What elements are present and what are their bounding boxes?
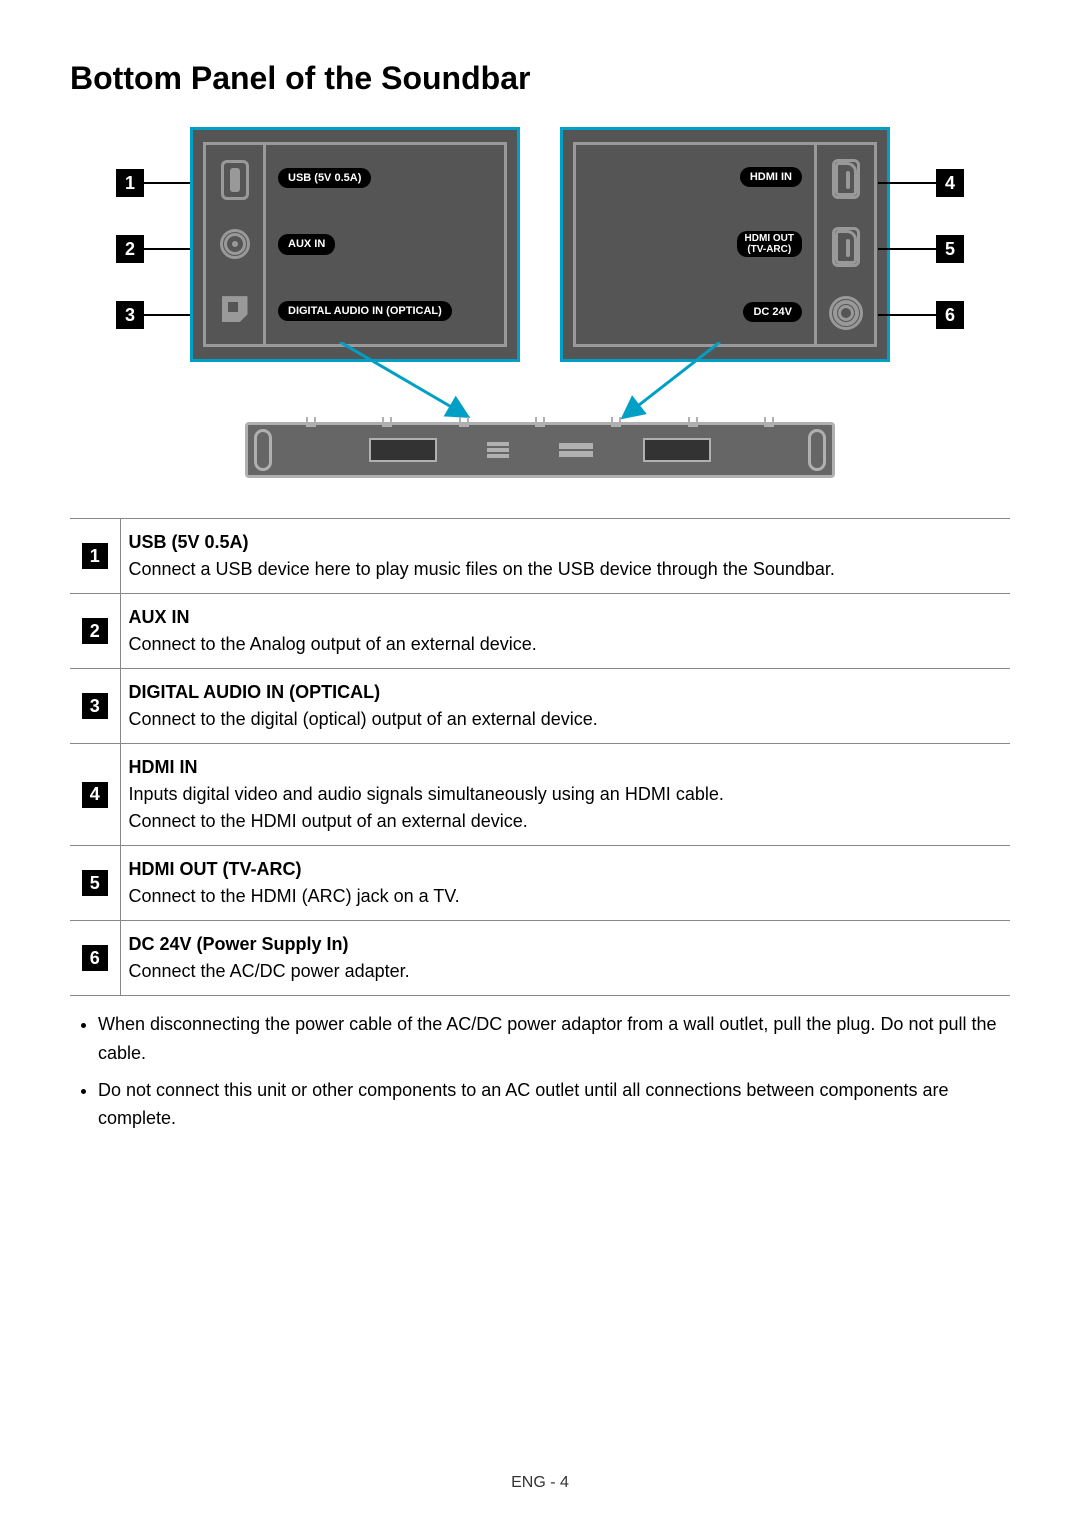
page-title: Bottom Panel of the Soundbar	[70, 60, 1010, 97]
note-item: When disconnecting the power cable of th…	[98, 1010, 1010, 1068]
left-panel: USB (5V 0.5A) AUX IN DIGITAL AUDIO IN (O…	[190, 127, 520, 362]
row-desc: Connect to the HDMI (ARC) jack on a TV.	[129, 886, 460, 906]
usb-port-icon	[221, 160, 249, 200]
row-num: 2	[82, 618, 108, 644]
row-title: DC 24V (Power Supply In)	[129, 934, 349, 954]
optical-label: DIGITAL AUDIO IN (OPTICAL)	[278, 301, 452, 321]
note-item: Do not connect this unit or other compon…	[98, 1076, 1010, 1134]
row-desc: Connect to the Analog output of an exter…	[129, 634, 537, 654]
dc-port-icon	[829, 296, 863, 330]
soundbar-bottom-view	[245, 422, 835, 478]
row-desc: Connect the AC/DC power adapter.	[129, 961, 410, 981]
hdmi-in-port-icon	[832, 159, 860, 199]
row-num: 3	[82, 693, 108, 719]
row-num: 1	[82, 543, 108, 569]
callout-2: 2	[116, 235, 144, 263]
hdmi-out-label: HDMI OUT (TV-ARC)	[737, 231, 802, 257]
dc-label: DC 24V	[743, 302, 802, 322]
diagram-arrows	[160, 362, 920, 422]
callout-3: 3	[116, 301, 144, 329]
right-panel: HDMI IN HDMI OUT (TV-ARC) DC 24V	[560, 127, 890, 362]
optical-port-icon	[221, 289, 249, 329]
row-desc: Inputs digital video and audio signals s…	[129, 784, 724, 831]
page-footer: ENG - 4	[0, 1474, 1080, 1492]
row-num: 6	[82, 945, 108, 971]
port-description-table: 1 USB (5V 0.5A) Connect a USB device here…	[70, 518, 1010, 996]
notes-list: When disconnecting the power cable of th…	[70, 1010, 1010, 1133]
table-row: 3 DIGITAL AUDIO IN (OPTICAL) Connect to t…	[70, 669, 1010, 744]
table-row: 5 HDMI OUT (TV-ARC) Connect to the HDMI (…	[70, 846, 1010, 921]
row-num: 5	[82, 870, 108, 896]
row-desc: Connect a USB device here to play music …	[129, 559, 835, 579]
row-title: USB (5V 0.5A)	[129, 532, 249, 552]
row-title: HDMI IN	[129, 757, 198, 777]
callout-4: 4	[936, 169, 964, 197]
callout-6: 6	[936, 301, 964, 329]
hdmi-in-label: HDMI IN	[740, 167, 802, 187]
table-row: 6 DC 24V (Power Supply In) Connect the AC…	[70, 921, 1010, 996]
row-desc: Connect to the digital (optical) output …	[129, 709, 598, 729]
table-row: 4 HDMI IN Inputs digital video and audio …	[70, 744, 1010, 846]
callout-1: 1	[116, 169, 144, 197]
hdmi-out-port-icon	[832, 227, 860, 267]
table-row: 1 USB (5V 0.5A) Connect a USB device here…	[70, 519, 1010, 594]
callout-5: 5	[936, 235, 964, 263]
row-title: DIGITAL AUDIO IN (OPTICAL)	[129, 682, 381, 702]
table-row: 2 AUX IN Connect to the Analog output of …	[70, 594, 1010, 669]
row-num: 4	[82, 782, 108, 808]
usb-label: USB (5V 0.5A)	[278, 168, 371, 188]
panel-diagram: 1 2 3 USB (5V 0.5A) AUX IN DIGITAL AUDIO…	[160, 127, 920, 478]
row-title: HDMI OUT (TV-ARC)	[129, 859, 302, 879]
aux-port-icon	[220, 229, 250, 259]
aux-label: AUX IN	[278, 234, 335, 254]
row-title: AUX IN	[129, 607, 190, 627]
